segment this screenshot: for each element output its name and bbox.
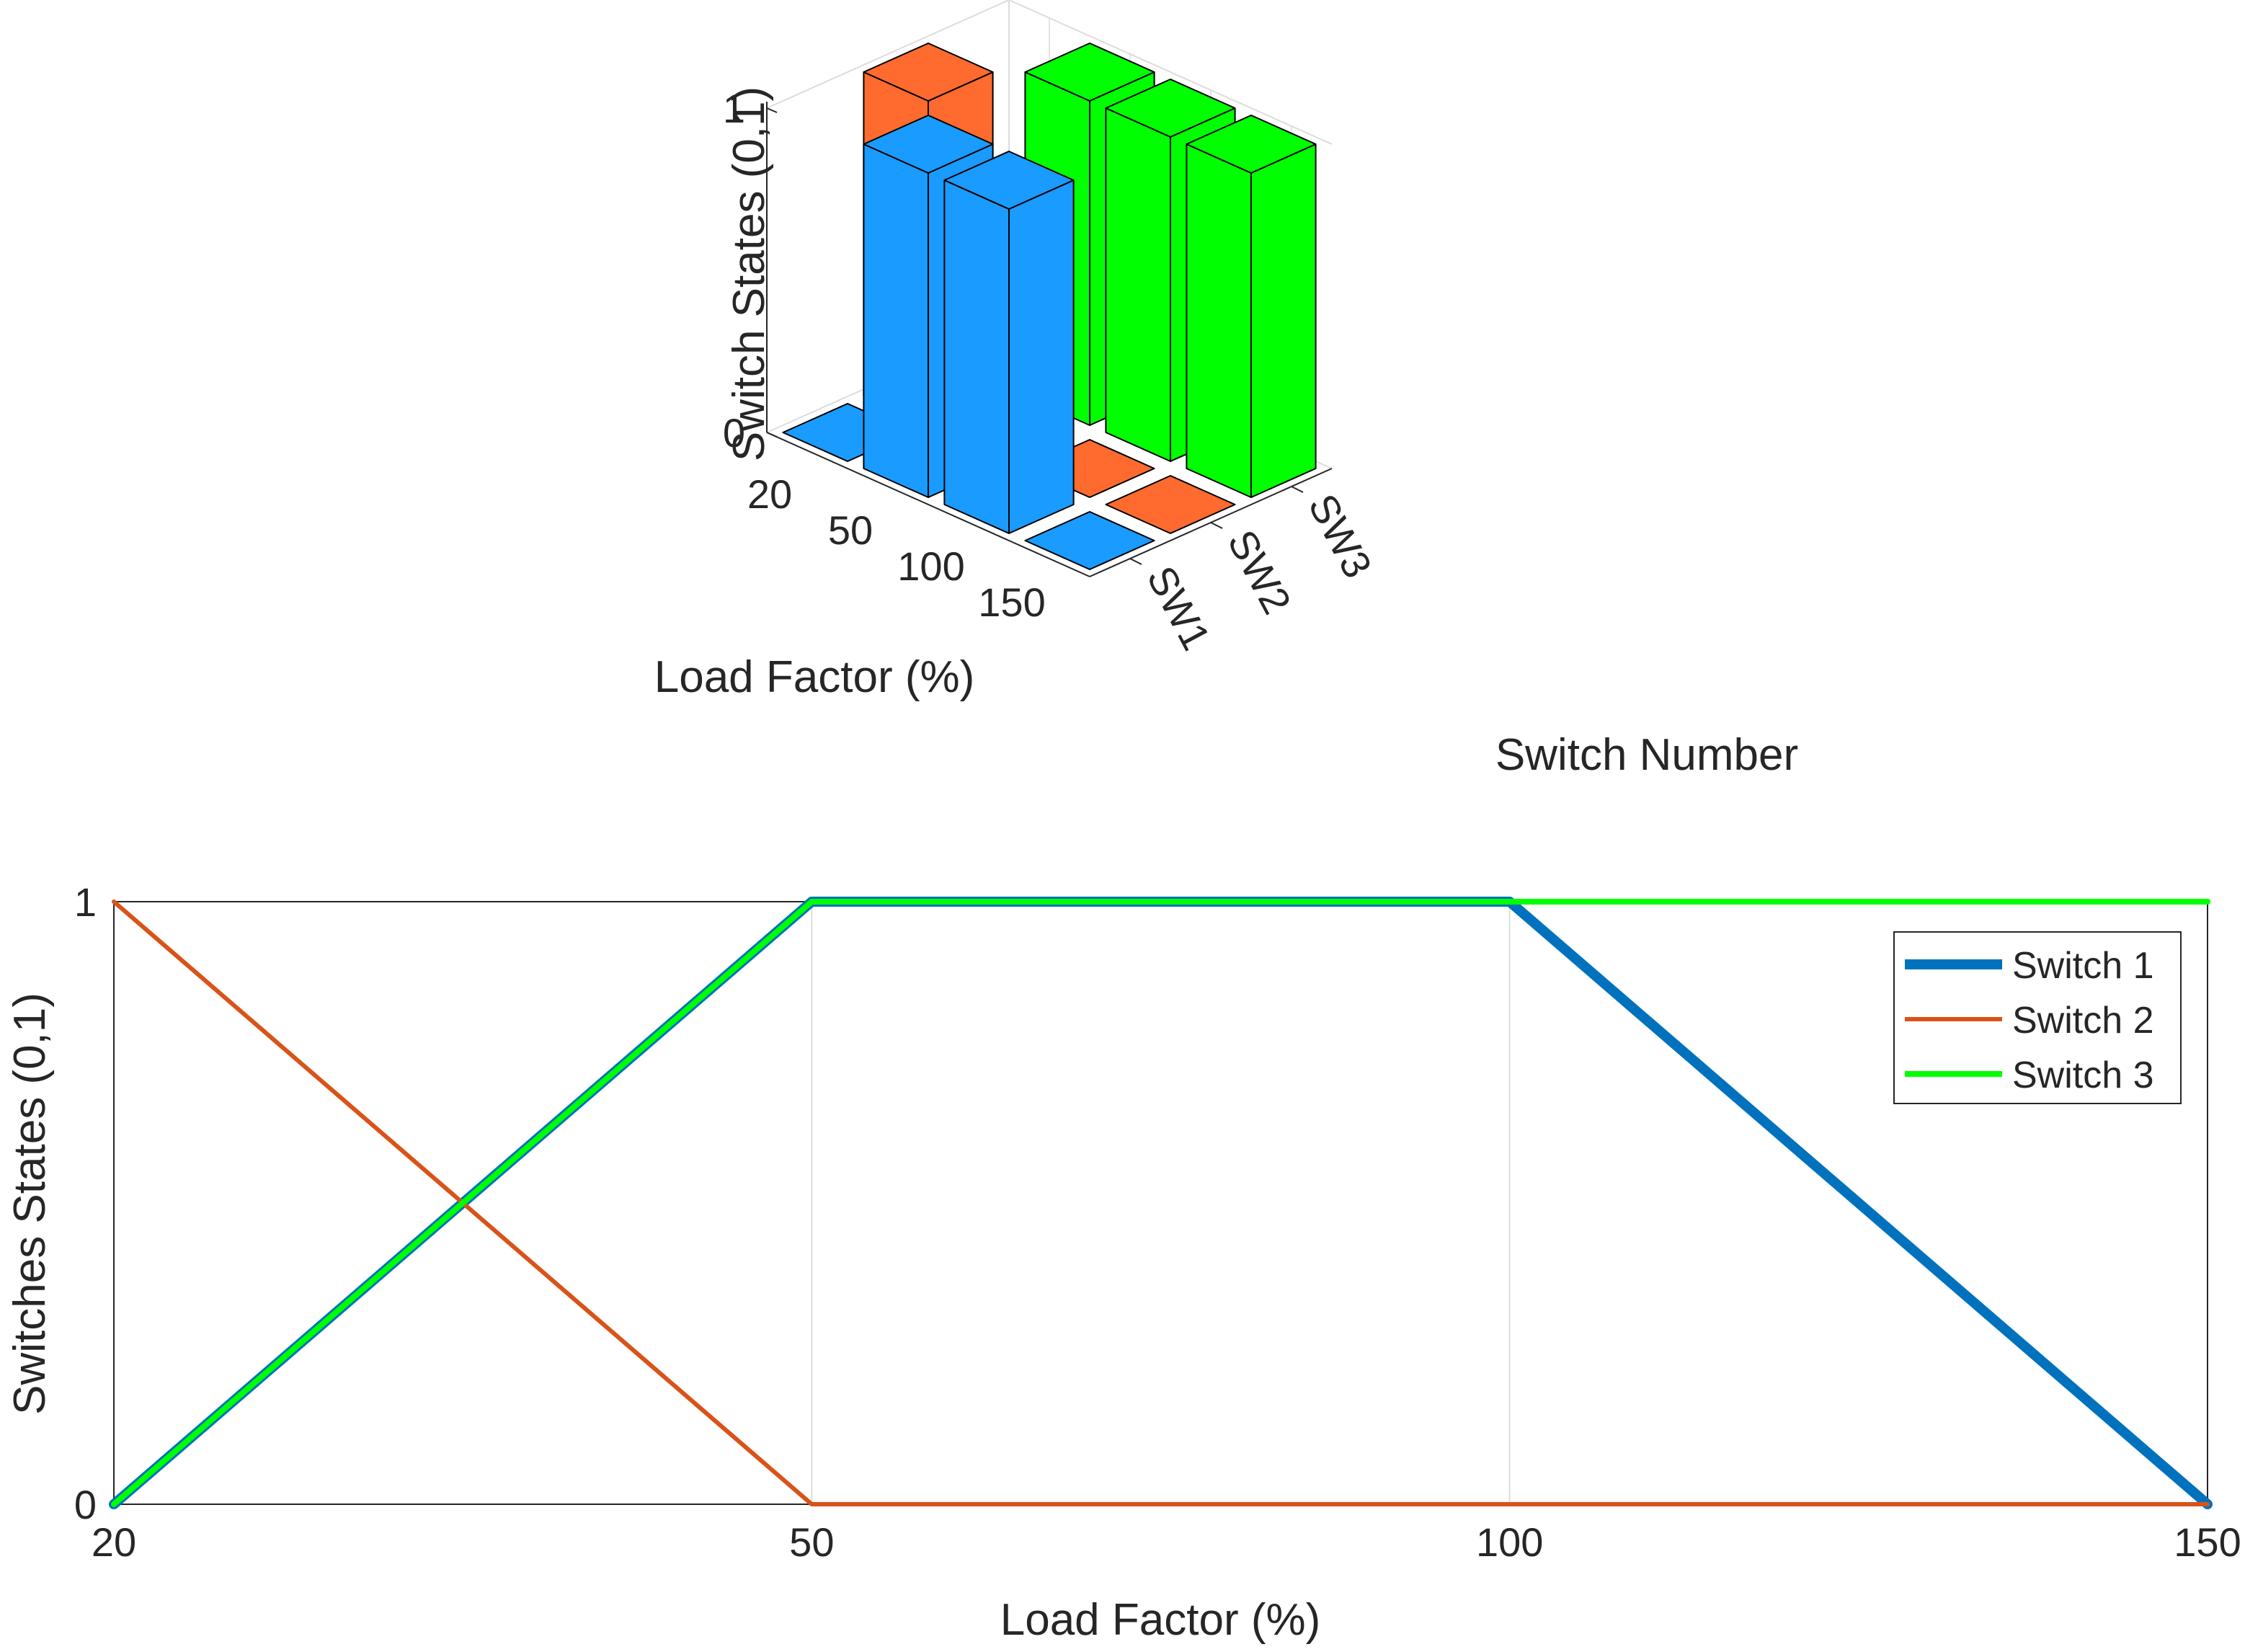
bar-front-face [943, 179, 1010, 534]
legend-label-switch-1: Switch 1 [2012, 945, 2154, 987]
z-tick-mark [766, 107, 778, 113]
switch-tick-mark [1129, 558, 1142, 565]
line-x-axis-label: Load Factor (%) [1000, 1595, 1321, 1645]
bar-sw1-150 [1024, 511, 1155, 570]
legend-label-switch-3: Switch 3 [2012, 1054, 2154, 1096]
line-gridlines [811, 902, 1511, 1504]
bar-sw3-150 [1186, 115, 1317, 498]
bar-front-face [863, 143, 929, 498]
back-grid-z1-right [1008, 0, 1333, 145]
switch-tick-label: SW3 [1299, 487, 1381, 585]
load-factor-tick-label: 150 [978, 579, 1045, 625]
bar-front-face [1105, 107, 1171, 462]
z-tick-label: 1 [723, 86, 745, 131]
switch-tick-label: SW1 [1138, 559, 1219, 657]
switch-tick-mark [1291, 486, 1304, 493]
line-y-axis-label: Switches States (0,1) [5, 992, 55, 1415]
bar3d-y-axis-label: Switch Number [1495, 730, 1798, 780]
load-factor-tick-label: 20 [747, 471, 792, 517]
load-factor-tick-label: 50 [828, 507, 873, 553]
line-y-tick-label: 0 [74, 1482, 97, 1527]
bar3d-chart: 0 1 20 50 100 150 SW1 SW2 SW3 Switch States (0,1… [654, 0, 1798, 780]
bar-top-face [1024, 43, 1155, 102]
z-tick-mark [766, 432, 778, 438]
bar-top-face [1024, 511, 1155, 570]
bar-top-face [943, 151, 1075, 210]
line-y-tick-label: 1 [74, 879, 97, 925]
back-grid-z1-left [766, 0, 1010, 109]
bar3d-x-axis-label: Load Factor (%) [654, 652, 975, 702]
bar-sw2-150 [1105, 475, 1236, 534]
z-tick-label: 0 [723, 410, 745, 456]
bar-front-face [1186, 143, 1252, 498]
bar-right-face [1250, 143, 1317, 498]
bar-top-face [1105, 475, 1236, 534]
switch-tick-mark [1210, 522, 1223, 529]
bar-top-face [863, 43, 994, 102]
line-series-switch-3 [111, 899, 2210, 1507]
bar-top-face [863, 115, 994, 174]
line-x-tick-label: 100 [1476, 1519, 1543, 1565]
line-x-tick-label: 50 [789, 1519, 834, 1565]
load-factor-axis-line [766, 432, 1090, 577]
legend-label-switch-2: Switch 2 [2012, 1000, 2154, 1042]
line-chart: 20 50 100 150 0 1 Load Factor (%) Switches St… [5, 879, 2241, 1645]
line-x-tick-label: 150 [2174, 1519, 2241, 1565]
bar-sw1-100 [943, 151, 1075, 534]
legend: Switch 1 Switch 2 Switch 3 [1893, 931, 2182, 1104]
bar-top-face [1186, 115, 1317, 174]
load-factor-tick-label: 100 [897, 543, 964, 589]
bar-right-face [1008, 179, 1075, 534]
bar3d-bars [782, 43, 1317, 570]
line-series [109, 897, 2213, 1509]
line-tick-labels: 20 50 100 150 0 1 [74, 879, 2241, 1565]
switch-tick-label: SW2 [1219, 523, 1300, 621]
bar3d-z-axis-label: Switch States (0,1) [724, 86, 774, 461]
bar-top-face [1105, 79, 1236, 138]
line-x-tick-label: 20 [92, 1519, 136, 1565]
